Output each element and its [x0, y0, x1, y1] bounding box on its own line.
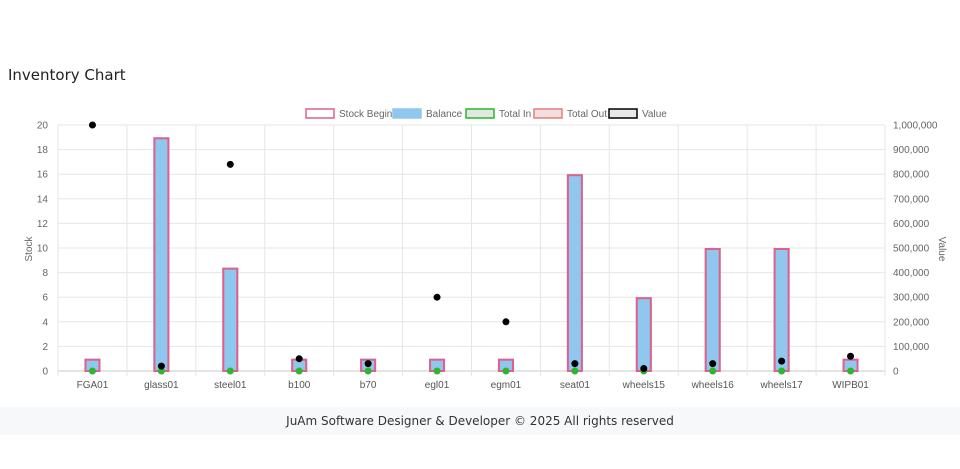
y2-tick-label: 0 [893, 367, 899, 378]
y2-tick-label: 100,000 [893, 342, 930, 353]
point-value[interactable] [157, 362, 165, 370]
bar-balance[interactable] [429, 358, 446, 371]
legend-label[interactable]: Total In [499, 109, 531, 120]
y2-tick-label: 1,000,000 [893, 121, 938, 132]
x-tick-label: b70 [360, 380, 377, 390]
y-tick-label: 8 [42, 268, 48, 279]
x-tick-label: wheels17 [759, 380, 803, 390]
legend-label[interactable]: Stock Begin [339, 109, 392, 120]
x-tick-label: wheels15 [622, 380, 666, 390]
footer-text: JuAm Software Designer & Developer © 202… [286, 414, 674, 428]
x-tick-label: b100 [288, 380, 311, 390]
point-total-in[interactable] [571, 367, 579, 375]
bar-balance[interactable] [842, 358, 859, 371]
legend-swatch[interactable] [465, 108, 495, 119]
point-total-in[interactable] [364, 367, 372, 375]
x-tick-label: FGA01 [77, 380, 109, 390]
points-layer [88, 121, 855, 375]
x-tick-label: WIPB01 [832, 380, 869, 390]
legend-swatch[interactable] [608, 108, 638, 119]
point-value[interactable] [709, 360, 717, 368]
inventory-chart: 0 2 4 6 8 10 12 14 16 18 20 0 100,000 200,000 300,000 4… [24, 108, 947, 391]
point-value[interactable] [88, 121, 96, 129]
y-tick-label: 0 [42, 367, 48, 378]
bar-balance[interactable] [84, 358, 101, 371]
y-tick-label: 4 [42, 317, 48, 328]
point-total-in[interactable] [295, 367, 303, 375]
footer: JuAm Software Designer & Developer © 202… [0, 407, 960, 435]
y2-tick-label: 200,000 [893, 317, 930, 328]
page-title: Inventory Chart [8, 66, 126, 84]
y2-tick-label: 600,000 [893, 219, 930, 230]
x-tick-label: steel01 [214, 380, 247, 390]
axes-layer: 0 2 4 6 8 10 12 14 16 18 20 0 100,000 200,000 300,000 4… [37, 121, 938, 391]
y-tick-label: 18 [37, 145, 49, 156]
y-axis-title: Stock [24, 235, 35, 261]
x-tick-label: seat01 [560, 380, 590, 390]
y2-tick-label: 500,000 [893, 244, 930, 255]
y-tick-label: 12 [37, 219, 49, 230]
point-value[interactable] [433, 293, 441, 301]
point-value[interactable] [847, 352, 855, 360]
legend-swatch[interactable] [533, 108, 563, 119]
bar-balance[interactable] [773, 248, 790, 371]
y-tick-label: 6 [42, 293, 48, 304]
grid-layer [57, 124, 886, 376]
bar-balance[interactable] [153, 137, 170, 371]
point-total-in[interactable] [226, 367, 234, 375]
y2-tick-label: 700,000 [893, 194, 930, 205]
y2-axis-title: Value [936, 237, 947, 262]
legend-swatch[interactable] [392, 108, 422, 119]
point-total-in[interactable] [433, 367, 441, 375]
point-value[interactable] [640, 365, 648, 373]
point-total-in[interactable] [778, 367, 786, 375]
point-total-in[interactable] [502, 367, 510, 375]
bars-layer [84, 137, 859, 373]
legend-label[interactable]: Value [642, 109, 667, 120]
bar-balance[interactable] [635, 297, 652, 371]
bar-balance[interactable] [222, 267, 239, 371]
bar-balance[interactable] [566, 174, 583, 371]
y2-tick-label: 900,000 [893, 145, 930, 156]
point-total-in[interactable] [709, 367, 717, 375]
point-value[interactable] [571, 360, 579, 368]
point-value[interactable] [226, 160, 234, 168]
point-value[interactable] [502, 318, 510, 326]
point-value[interactable] [295, 355, 303, 363]
y-tick-label: 14 [37, 194, 49, 205]
y-tick-label: 20 [37, 121, 49, 132]
y2-tick-label: 800,000 [893, 170, 930, 181]
x-tick-label: wheels16 [691, 380, 735, 390]
x-tick-label: egm01 [491, 380, 522, 390]
legend[interactable]: Stock Begin Balance Total In Total Out Value [305, 108, 667, 120]
x-tick-label: egl01 [425, 380, 450, 390]
legend-swatch[interactable] [305, 108, 335, 119]
y-tick-label: 2 [42, 342, 48, 353]
bar-balance[interactable] [291, 358, 308, 371]
point-total-in[interactable] [847, 367, 855, 375]
y-tick-label: 10 [37, 244, 49, 255]
y2-tick-label: 300,000 [893, 293, 930, 304]
legend-label[interactable]: Balance [426, 109, 463, 120]
y2-tick-label: 400,000 [893, 268, 930, 279]
bar-balance[interactable] [704, 248, 721, 371]
point-total-in[interactable] [88, 367, 96, 375]
legend-label[interactable]: Total Out [567, 109, 607, 120]
point-value[interactable] [364, 360, 372, 368]
x-tick-label: glass01 [144, 380, 179, 390]
bar-balance[interactable] [497, 358, 514, 371]
y-tick-label: 16 [37, 170, 49, 181]
point-value[interactable] [778, 357, 786, 365]
